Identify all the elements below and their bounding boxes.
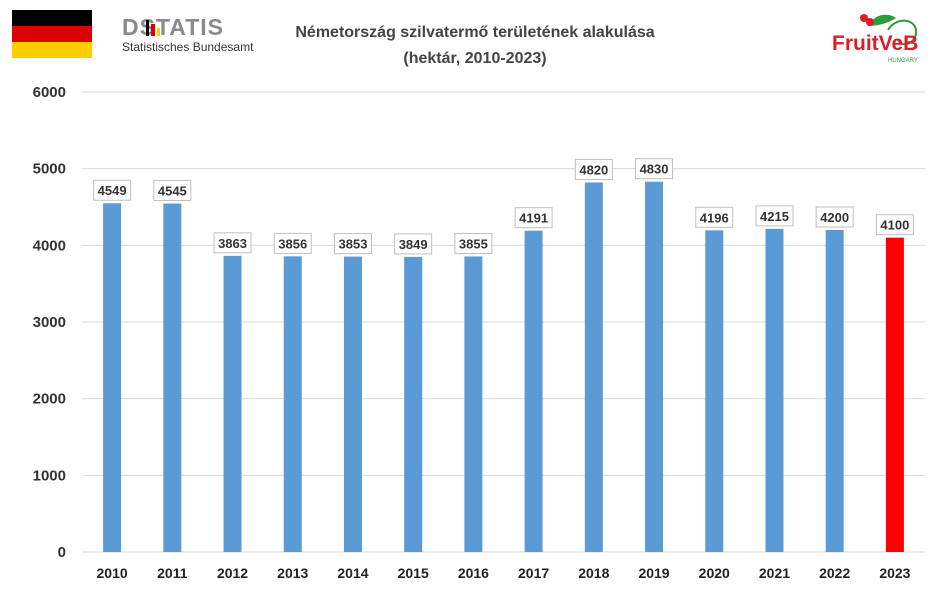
- data-label-box: [875, 214, 914, 236]
- fruitveb-leaf-icon: [868, 14, 896, 26]
- data-label-box: [273, 232, 312, 254]
- x-tick-label: 2014: [337, 565, 368, 581]
- destatis-wordmark: DSTATIS: [122, 14, 224, 40]
- bar: [283, 256, 302, 552]
- data-label-box: [815, 206, 854, 228]
- destatis-mark-bar-red: [151, 24, 155, 36]
- destatis-mark-bar-black: [146, 20, 150, 36]
- y-tick-label: 4000: [33, 237, 66, 254]
- bar: [705, 230, 724, 552]
- data-label: 3863: [218, 236, 247, 251]
- chart-title-block: Németország szilvatermő területének alak…: [260, 20, 690, 72]
- fruitveb-wordmark: FruitVeB: [832, 32, 918, 55]
- bar: [404, 256, 423, 552]
- bar: [584, 182, 603, 552]
- bar: [464, 256, 483, 552]
- fruitveb-cherry-icon-2: [860, 14, 868, 22]
- fruitveb-logo: FruitVeB HUNGARY: [832, 14, 918, 64]
- germany-flag-logo: [12, 10, 92, 58]
- x-tick-label: 2019: [638, 565, 669, 581]
- x-tick-label: 2013: [277, 565, 308, 581]
- fruitveb-cherry-icon: [866, 18, 874, 26]
- x-tick-label: 2023: [879, 565, 910, 581]
- gridlines: [82, 91, 925, 553]
- data-label: 3853: [339, 237, 368, 252]
- data-label: 3855: [459, 236, 488, 251]
- chart-subtitle: (hektár, 2010-2023): [403, 50, 547, 67]
- data-label-box: [333, 233, 372, 255]
- data-label-box: [574, 158, 613, 180]
- y-tick-label: 2000: [33, 391, 66, 408]
- x-tick-label: 2011: [157, 565, 188, 581]
- x-tick-label: 2012: [217, 565, 248, 581]
- data-label-box: [695, 206, 734, 228]
- data-label: 4200: [820, 210, 849, 225]
- bar: [343, 256, 362, 552]
- data-label-box: [454, 232, 493, 254]
- data-label-box: [394, 233, 433, 255]
- destatis-logo: DSTATIS Statistisches Bundesamt: [118, 14, 268, 58]
- destatis-subtitle: Statistisches Bundesamt: [122, 40, 254, 54]
- data-label: 4820: [579, 162, 608, 177]
- chart-title: Németország szilvatermő területének alak…: [295, 24, 655, 41]
- x-tick-label: 2016: [458, 565, 489, 581]
- y-tick-label: 0: [58, 544, 66, 561]
- destatis-mark-bar-gold: [156, 28, 160, 36]
- bar: [645, 181, 664, 552]
- data-labels: 4549 4545 3863 3856 3853 3849 3855 4191 4820 4830…: [93, 158, 914, 255]
- y-tick-label: 1000: [33, 467, 66, 484]
- x-tick-label: 2017: [518, 565, 549, 581]
- flag-stripe-black: [12, 10, 92, 26]
- x-tick-label: 2018: [578, 565, 609, 581]
- data-label-box: [635, 158, 674, 180]
- bars: [103, 181, 904, 553]
- bar: [103, 203, 122, 552]
- data-label: 3849: [399, 237, 428, 252]
- bar: [223, 255, 242, 552]
- data-label: 4100: [880, 218, 909, 233]
- data-label: 3856: [278, 236, 307, 251]
- data-label: 4830: [640, 162, 669, 177]
- data-label: 4191: [519, 211, 548, 226]
- x-tick-label: 2010: [97, 565, 128, 581]
- data-label: 4549: [98, 183, 127, 198]
- y-tick-label: 3000: [33, 314, 66, 331]
- y-axis-ticks: 0 1000 2000 3000 4000 5000 6000: [33, 84, 66, 561]
- bar: [825, 230, 844, 552]
- flag-stripe-gold: [12, 42, 92, 58]
- x-axis-ticks: 2010 2011 2012 2013 2014 2015 2016 2017 2018 2019…: [97, 565, 911, 581]
- x-tick-label: 2015: [398, 565, 429, 581]
- data-label-box: [514, 207, 553, 229]
- data-label-box: [93, 179, 132, 201]
- x-tick-label: 2020: [699, 565, 730, 581]
- x-tick-label: 2021: [759, 565, 790, 581]
- bar: [885, 237, 904, 552]
- fruitveb-country: HUNGARY: [888, 58, 918, 64]
- x-tick-label: 2022: [819, 565, 850, 581]
- bar: [163, 203, 182, 553]
- data-label: 4545: [158, 184, 187, 199]
- data-label-box: [213, 232, 252, 254]
- destatis-flag-mark: [146, 20, 160, 36]
- data-label: 4196: [700, 210, 729, 225]
- fruitveb-swirl-icon: [887, 19, 918, 46]
- data-label-box: [153, 180, 192, 202]
- flag-stripe-red: [12, 26, 92, 42]
- bar: [765, 228, 784, 552]
- y-tick-label: 6000: [33, 84, 66, 101]
- y-tick-label: 5000: [33, 161, 66, 178]
- data-label: 4215: [760, 209, 789, 224]
- data-label-box: [755, 205, 794, 227]
- bar: [524, 230, 543, 552]
